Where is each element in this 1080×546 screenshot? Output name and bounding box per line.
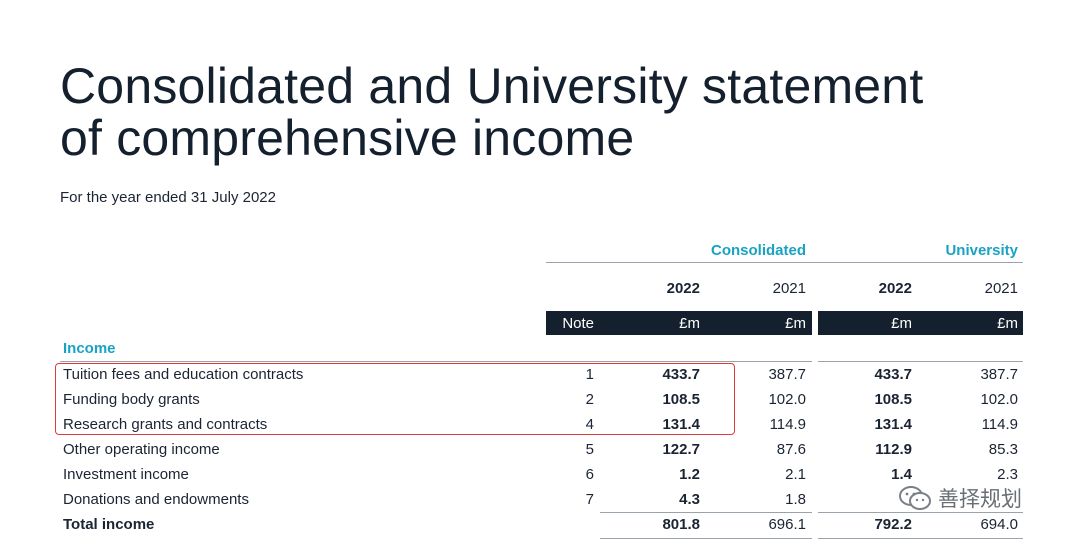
section-income: Income: [63, 340, 116, 357]
row-note: 2: [585, 391, 594, 408]
row-university-2022: 131.4: [874, 416, 912, 433]
unit-bar-university: [818, 311, 1023, 335]
unit-consolidated-2022: £m: [679, 315, 700, 332]
row-university-2022: 112.9: [875, 441, 912, 458]
title-line-1: Consolidated and University statement: [60, 58, 924, 114]
statement-title: Consolidated and University statement of…: [60, 60, 923, 164]
row-consolidated-2021: 387.7: [768, 366, 806, 383]
table-row: Research grants and contracts 4 131.4 11…: [0, 413, 1080, 438]
row-university-2021: 85.3: [988, 441, 1018, 458]
table-row: Investment income 6 1.2 2.1 1.4 2.3: [0, 463, 1080, 488]
watermark-text: 善择规划: [938, 488, 1022, 511]
total-rule-university: [818, 512, 1023, 513]
row-consolidated-2022: 433.7: [662, 366, 700, 383]
row-consolidated-2022: 4.3: [679, 491, 700, 508]
row-university-2022: 433.7: [874, 366, 912, 383]
period-subtitle: For the year ended 31 July 2022: [60, 189, 276, 206]
income-rule-university: [818, 361, 1023, 362]
group-consolidated: Consolidated: [710, 242, 806, 259]
table-row: Tuition fees and education contracts 1 4…: [0, 363, 1080, 388]
row-consolidated-2022: 1.2: [679, 466, 700, 483]
total-label: Total income: [63, 516, 155, 533]
row-note: 1: [585, 366, 594, 383]
unit-note: Note: [562, 315, 594, 332]
total-consolidated-2022: 801.8: [662, 516, 700, 533]
unit-university-2022: £m: [891, 315, 912, 332]
row-university-2021: 2.3: [997, 466, 1018, 483]
row-consolidated-2022: 131.4: [662, 416, 700, 433]
year-consolidated-2022: 2022: [666, 280, 700, 297]
highlight-box: [55, 363, 735, 435]
row-label: Research grants and contracts: [63, 416, 268, 433]
row-consolidated-2021: 87.6: [776, 441, 806, 458]
total-bottom-rule-university: [818, 538, 1023, 539]
row-note: 7: [585, 491, 594, 508]
year-university-2022: 2022: [878, 280, 912, 297]
row-consolidated-2022: 108.5: [662, 391, 700, 408]
row-consolidated-2021: 2.1: [785, 466, 806, 483]
row-note: 6: [585, 466, 594, 483]
row-university-2022: 1.4: [891, 466, 912, 483]
total-bottom-rule-consolidated: [600, 538, 812, 539]
total-rule-consolidated: [600, 512, 812, 513]
table-row: Funding body grants 2 108.5 102.0 108.5 …: [0, 388, 1080, 413]
row-consolidated-2022: 122.7: [662, 441, 700, 458]
row-consolidated-2021: 102.0: [768, 391, 806, 408]
group-rule: [546, 262, 1023, 263]
group-university: University: [945, 242, 1018, 259]
row-label: Funding body grants: [63, 391, 200, 408]
table-row: Other operating income 5 122.7 87.6 112.…: [0, 438, 1080, 463]
unit-consolidated-2021: £m: [785, 315, 806, 332]
income-rule-consolidated: [60, 361, 812, 362]
row-label: Other operating income: [63, 441, 220, 458]
row-label: Donations and endowments: [63, 491, 249, 508]
row-consolidated-2021: 114.9: [769, 416, 806, 433]
row-note: 4: [585, 416, 594, 433]
total-university-2021: 694.0: [980, 516, 1018, 533]
row-label: Investment income: [63, 466, 189, 483]
row-university-2021: 114.9: [981, 416, 1018, 433]
wechat-icon: [899, 486, 931, 510]
watermark: 善择规划: [898, 480, 1022, 516]
year-university-2021: 2021: [984, 280, 1018, 297]
total-university-2022: 792.2: [874, 516, 912, 533]
row-university-2021: 387.7: [980, 366, 1018, 383]
year-consolidated-2021: 2021: [772, 280, 806, 297]
total-consolidated-2021: 696.1: [768, 516, 806, 533]
total-row: Total income 801.8 696.1 792.2 694.0: [0, 513, 1080, 538]
row-university-2021: 102.0: [980, 391, 1018, 408]
unit-bar-consolidated: [546, 311, 812, 335]
row-university-2022: 108.5: [874, 391, 912, 408]
title-line-2: of comprehensive income: [60, 110, 635, 166]
row-label: Tuition fees and education contracts: [63, 366, 304, 383]
unit-university-2021: £m: [997, 315, 1018, 332]
row-note: 5: [585, 441, 594, 458]
row-consolidated-2021: 1.8: [785, 491, 806, 508]
table-row: Donations and endowments 7 4.3 1.8: [0, 488, 1080, 513]
